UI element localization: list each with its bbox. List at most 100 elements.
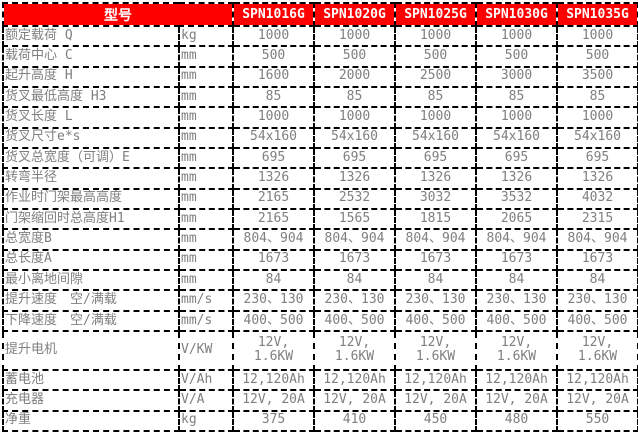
- value-cell: 54x160: [475, 126, 558, 150]
- value-cell: 400、500: [313, 309, 396, 333]
- spec-row: 蓄电池 V/Ah 12,120Ah 12,120Ah 12,120Ah 12,1…: [2, 368, 638, 392]
- spec-row: 货叉总宽度（可调）E mm 695 695 695 695 695: [2, 147, 638, 170]
- value-cell: 480: [475, 409, 558, 432]
- unit-cell: mm: [178, 126, 234, 150]
- spec-label-cell: 下降速度 空/满载: [2, 309, 180, 333]
- model-header-cell: SPN1030G: [475, 2, 558, 27]
- value-cell: 84: [394, 269, 477, 292]
- value-cell: 3032: [394, 187, 477, 211]
- spec-label-cell: 提升速度 空/满载: [2, 289, 180, 312]
- value-cell: 2315: [556, 208, 638, 231]
- spec-label-cell: 货叉总宽度（可调）E: [2, 147, 180, 170]
- value-cell: 1565: [313, 208, 396, 231]
- value-cell: 12,120Ah: [394, 368, 477, 392]
- value-cell: 1815: [394, 208, 477, 231]
- spec-label-cell: 门架缩回时总高度H1: [2, 208, 180, 231]
- header-row: 型号 SPN1016G SPN1020G SPN1025G SPN1030G SPN10…: [2, 2, 638, 27]
- unit-cell: mm/s: [178, 289, 234, 312]
- value-cell: 1000: [232, 24, 315, 48]
- unit-cell: mm: [178, 45, 234, 68]
- spec-row: 货叉长度 L mm 1000 1000 1000 1000 1000: [2, 106, 638, 129]
- value-cell: 85: [394, 86, 477, 109]
- unit-cell: V/A: [178, 389, 234, 412]
- spec-label-cell: 总长度A: [2, 248, 180, 272]
- spec-label-cell: 额定载荷 Q: [2, 24, 180, 48]
- value-cell: 804、904: [394, 228, 477, 251]
- value-cell: 1673: [394, 248, 477, 272]
- value-cell: 12V, 1.6KW: [556, 330, 638, 371]
- spec-row: 额定载荷 Q kg 1000 1000 1000 1000 1000: [2, 24, 638, 48]
- value-cell: 85: [556, 86, 638, 109]
- value-cell: 84: [232, 269, 315, 292]
- value-cell: 695: [232, 147, 315, 170]
- value-cell: 695: [313, 147, 396, 170]
- unit-cell: V/Ah: [178, 368, 234, 392]
- value-cell: 1600: [232, 65, 315, 89]
- value-cell: 695: [475, 147, 558, 170]
- spec-row: 作业时门架最高高度 mm 2165 2532 3032 3532 4032: [2, 187, 638, 211]
- value-cell: 1673: [556, 248, 638, 272]
- spec-row: 载荷中心 C mm 500 500 500 500 500: [2, 45, 638, 68]
- value-cell: 12V, 1.6KW: [475, 330, 558, 371]
- value-cell: 12V, 1.6KW: [313, 330, 396, 371]
- value-cell: 400、500: [394, 309, 477, 333]
- value-cell: 3500: [556, 65, 638, 89]
- spec-row: 起升高度 H mm 1600 2000 2500 3000 3500: [2, 65, 638, 89]
- spec-label-cell: 货叉最低高度 H3: [2, 86, 180, 109]
- unit-cell: mm: [178, 208, 234, 231]
- spec-label-cell: 货叉尺寸e*s: [2, 126, 180, 150]
- value-cell: 230、130: [394, 289, 477, 312]
- value-cell: 54x160: [556, 126, 638, 150]
- spec-table-body: 额定载荷 Q kg 1000 1000 1000 1000 1000 载荷中心 …: [2, 24, 638, 432]
- value-cell: 400、500: [475, 309, 558, 333]
- value-cell: 1673: [313, 248, 396, 272]
- value-cell: 85: [232, 86, 315, 109]
- value-cell: 695: [394, 147, 477, 170]
- value-cell: 230、130: [313, 289, 396, 312]
- value-cell: 12V, 1.6KW: [232, 330, 315, 371]
- value-cell: 3000: [475, 65, 558, 89]
- spec-label-cell: 净重: [2, 409, 180, 432]
- value-cell: 500: [394, 45, 477, 68]
- value-cell: 12,120Ah: [475, 368, 558, 392]
- unit-cell: kg: [178, 24, 234, 48]
- value-cell: 450: [394, 409, 477, 432]
- value-cell: 54x160: [313, 126, 396, 150]
- value-cell: 4032: [556, 187, 638, 211]
- unit-cell: mm: [178, 65, 234, 89]
- spec-row: 提升电机 V/KW 12V, 1.6KW 12V, 1.6KW 12V, 1.6…: [2, 330, 638, 371]
- value-cell: 1326: [394, 167, 477, 190]
- spec-row: 转弯半径 mm 1326 1326 1326 1326 1326: [2, 167, 638, 190]
- value-cell: 804、904: [475, 228, 558, 251]
- value-cell: 12V, 1.6KW: [394, 330, 477, 371]
- value-cell: 12V, 20A: [475, 389, 558, 412]
- value-cell: 2500: [394, 65, 477, 89]
- value-cell: 500: [313, 45, 396, 68]
- value-cell: 12V, 20A: [394, 389, 477, 412]
- spec-label-cell: 最小离地间隙: [2, 269, 180, 292]
- spec-label-cell: 总宽度B: [2, 228, 180, 251]
- value-cell: 2165: [232, 208, 315, 231]
- value-cell: 1326: [232, 167, 315, 190]
- value-cell: 84: [313, 269, 396, 292]
- value-cell: 85: [313, 86, 396, 109]
- value-cell: 1000: [394, 106, 477, 129]
- value-cell: 804、904: [313, 228, 396, 251]
- spec-label-cell: 提升电机: [2, 330, 180, 371]
- spec-row: 提升速度 空/满载 mm/s 230、130 230、130 230、130 2…: [2, 289, 638, 312]
- value-cell: 230、130: [556, 289, 638, 312]
- value-cell: 1000: [232, 106, 315, 129]
- value-cell: 500: [232, 45, 315, 68]
- unit-cell: mm: [178, 106, 234, 129]
- value-cell: 12,120Ah: [556, 368, 638, 392]
- value-cell: 410: [313, 409, 396, 432]
- value-cell: 12,120Ah: [232, 368, 315, 392]
- unit-cell: mm: [178, 86, 234, 109]
- value-cell: 1000: [313, 24, 396, 48]
- value-cell: 1000: [394, 24, 477, 48]
- spec-label-cell: 载荷中心 C: [2, 45, 180, 68]
- value-cell: 2165: [232, 187, 315, 211]
- value-cell: 695: [556, 147, 638, 170]
